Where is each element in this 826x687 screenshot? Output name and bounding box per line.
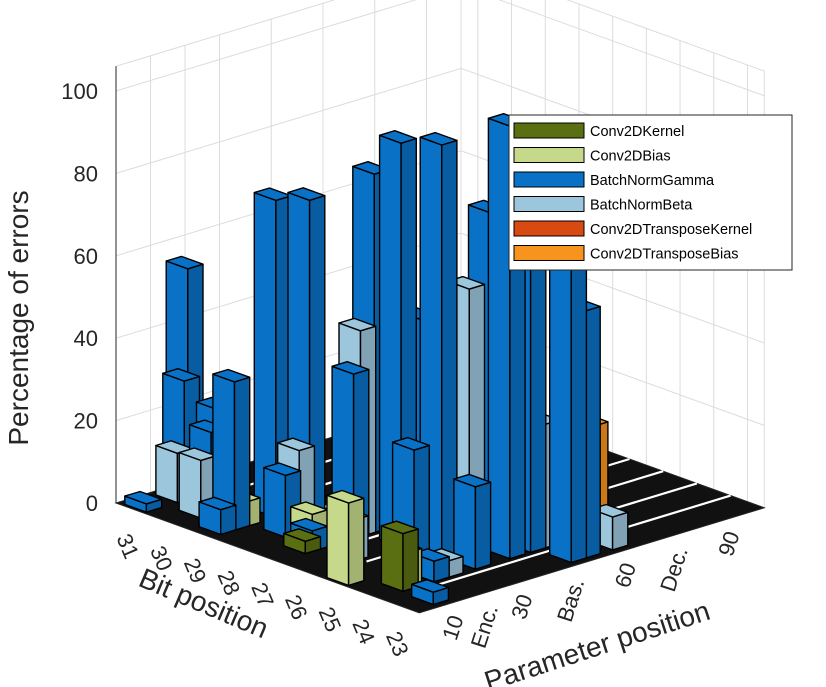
- bar-BatchNormGamma-bit29-p9: [212, 368, 251, 531]
- param-tick-label: Bas.: [552, 575, 589, 625]
- z-tick-label: 20: [74, 409, 98, 434]
- bar-BatchNormGamma-bit24-p30: [453, 473, 492, 570]
- legend-label: BatchNormBeta: [590, 198, 693, 214]
- z-axis-label: Percentage of errors: [3, 190, 34, 445]
- z-tick-label: 80: [74, 161, 98, 186]
- legend-label: BatchNormGamma: [590, 173, 715, 189]
- bit-tick-label: 24: [347, 615, 380, 647]
- bar-BatchNormGamma-bit31-p3: [124, 490, 163, 513]
- bit-tick-label: 23: [381, 628, 414, 660]
- z-tick-label: 60: [74, 244, 98, 269]
- param-tick-label: 10: [437, 612, 468, 643]
- legend-label: Conv2DTransposeBias: [590, 247, 739, 263]
- bit-tick-label: 26: [280, 591, 313, 623]
- param-tick-label: 60: [610, 560, 641, 591]
- param-tick-label: Dec.: [655, 544, 693, 595]
- legend-swatch: [513, 171, 585, 188]
- param-tick-label: Enc.: [466, 602, 503, 652]
- bar-BatchNormGamma-bit29-p5: [198, 496, 237, 536]
- bar-Conv2DBias-bit25-p3: [326, 489, 365, 587]
- bar-Conv2DKernel-bit24-p9: [380, 520, 419, 592]
- legend: Conv2DKernel Conv2DBias BatchNormGamma Batc…: [508, 114, 793, 271]
- param-tick-label: 90: [713, 528, 744, 559]
- bar-Conv2DKernel-bit27-p10: [283, 528, 322, 555]
- legend-label: Conv2DBias: [590, 149, 671, 165]
- bit-tick-label: 25: [314, 603, 347, 635]
- z-gridline: [115, 0, 765, 97]
- legend-swatch: [513, 245, 585, 261]
- legend-swatch: [513, 147, 585, 163]
- legend-swatch: [513, 220, 585, 237]
- z-tick-label: 0: [86, 491, 98, 516]
- legend-label: Conv2DKernel: [590, 124, 684, 140]
- legend-swatch: [513, 122, 585, 139]
- bars-layer: [124, 112, 629, 606]
- legend-swatch: [513, 196, 585, 212]
- z-gridline: [115, 232, 765, 344]
- legend-box: [508, 114, 793, 271]
- z-tick-label: 40: [74, 326, 98, 351]
- param-tick-label: 30: [506, 591, 537, 622]
- bit-tick-label: 31: [111, 530, 144, 562]
- legend-label: Conv2DTransposeKernel: [590, 222, 752, 238]
- z-tick-label: 100: [61, 79, 98, 104]
- bar-BatchNormGamma-bit23-p8: [411, 579, 450, 606]
